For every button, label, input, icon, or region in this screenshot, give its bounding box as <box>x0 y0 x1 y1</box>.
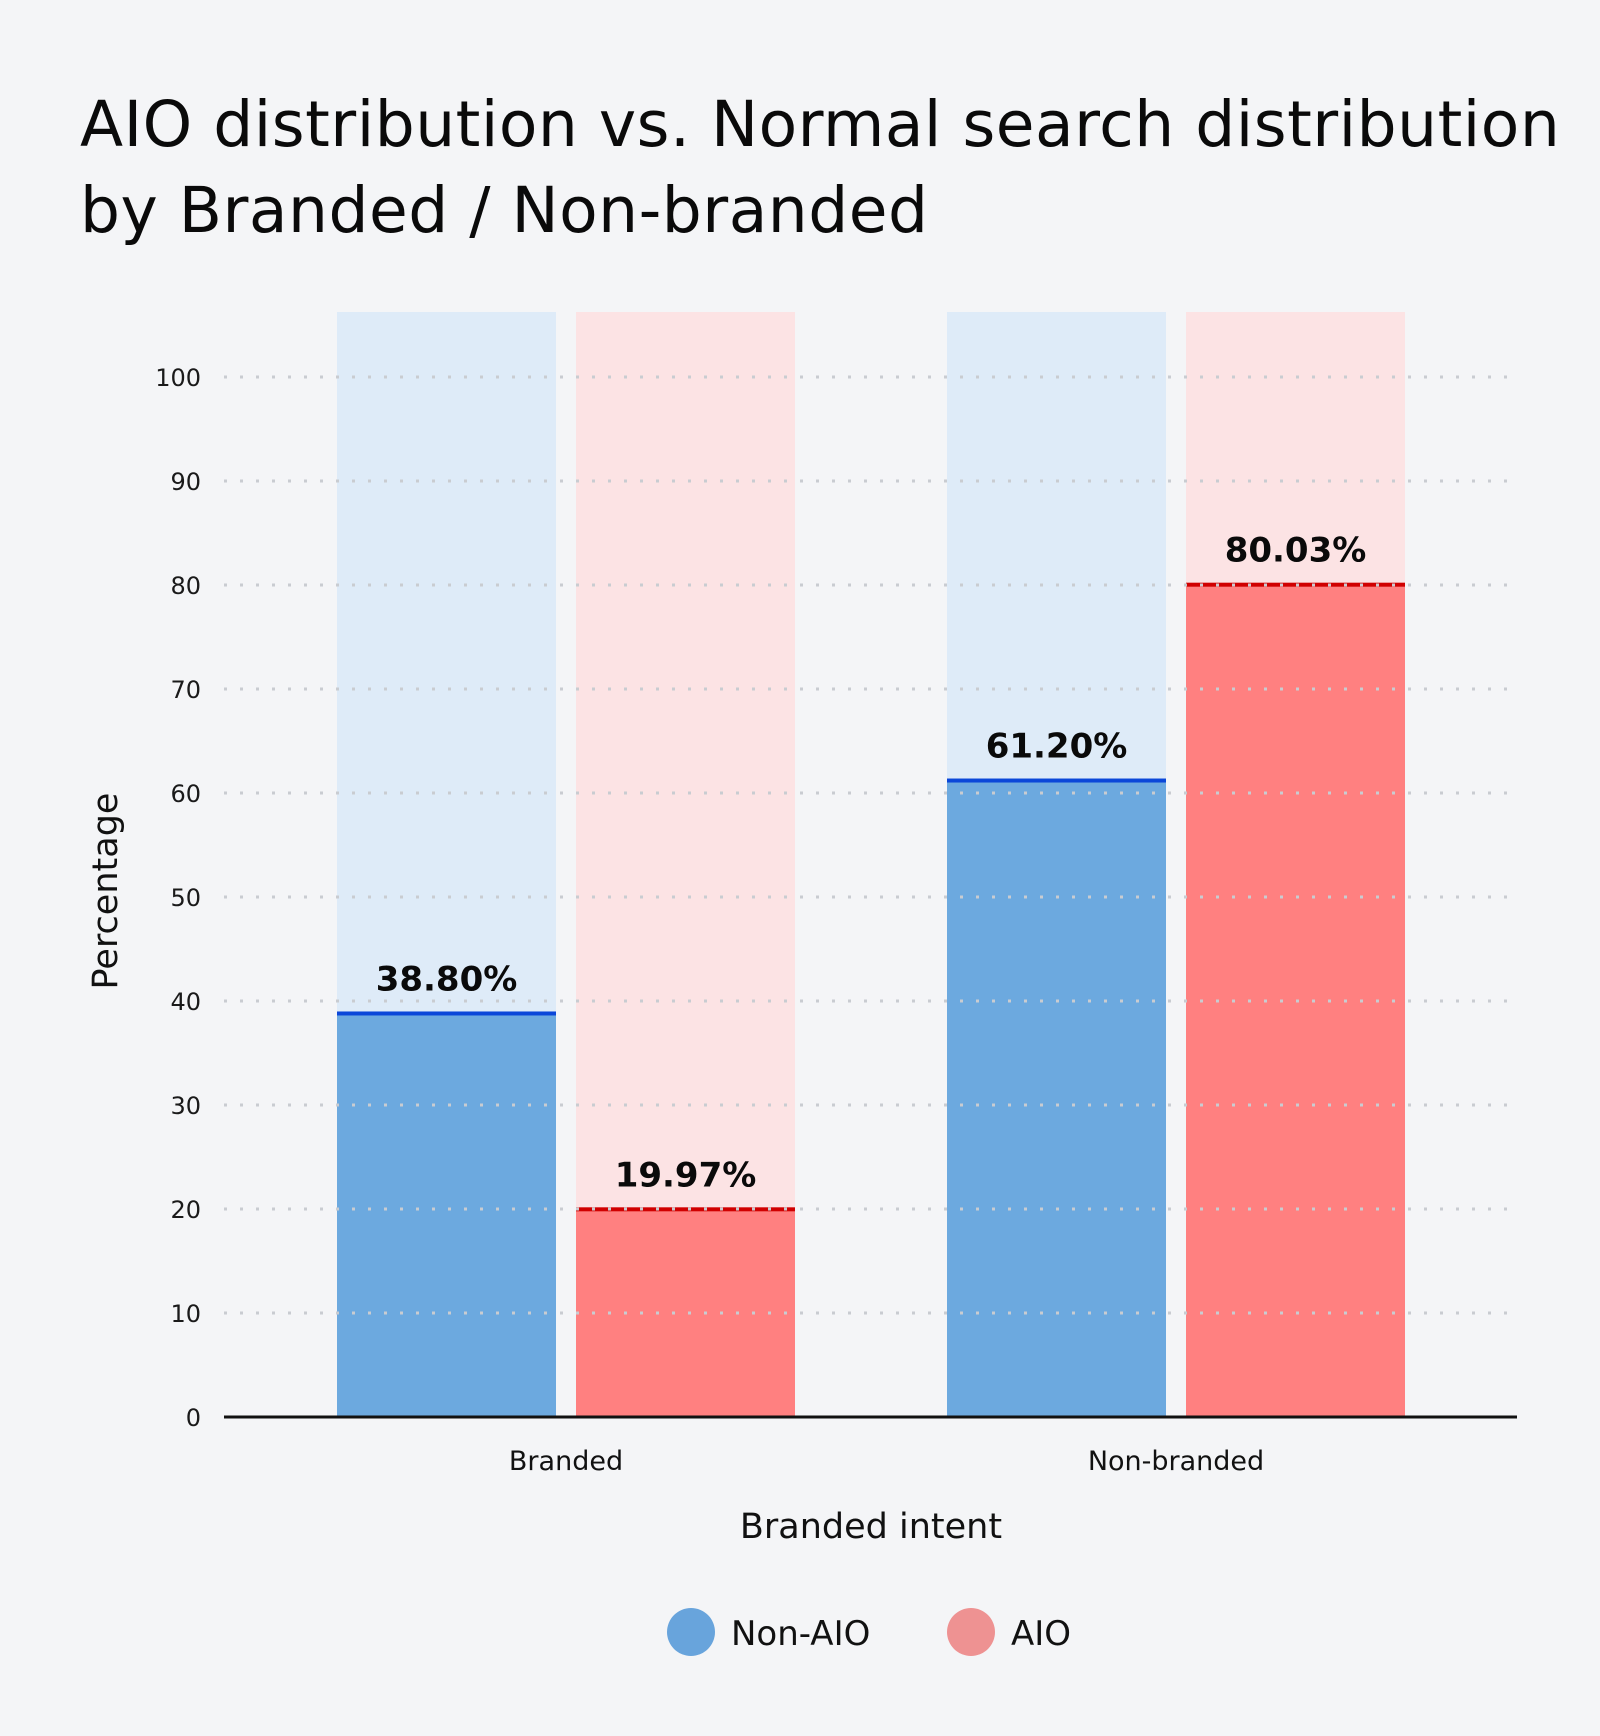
bar-non-aio-non-branded <box>947 780 1166 1417</box>
legend-swatch-non-aio <box>667 1608 715 1656</box>
chart-title: AIO distribution vs. Normal search distr… <box>80 88 1561 247</box>
y-tick-label: 10 <box>170 1300 201 1328</box>
x-tick-label-non-branded: Non-branded <box>1088 1446 1264 1477</box>
y-tick-label: 30 <box>170 1092 201 1120</box>
bar-top-line-aio-branded <box>576 1207 795 1212</box>
x-tick-label-branded: Branded <box>509 1446 623 1477</box>
x-axis-label: Branded intent <box>740 1507 1002 1547</box>
legend: Non-AIO AIO <box>667 1608 1071 1656</box>
bar-aio-branded <box>576 1209 795 1417</box>
y-tick-label: 70 <box>170 676 201 704</box>
y-tick-label: 50 <box>170 884 201 912</box>
value-label-aio-branded: 19.97% <box>615 1155 757 1195</box>
y-tick-label: 100 <box>155 364 201 392</box>
y-tick-label: 90 <box>170 468 201 496</box>
y-tick-label: 20 <box>170 1196 201 1224</box>
value-label-non-aio-non-branded: 61.20% <box>986 727 1128 767</box>
legend-label-non-aio: Non-AIO <box>731 1614 870 1654</box>
y-tick-label: 0 <box>186 1404 201 1432</box>
legend-swatch-aio <box>947 1608 995 1656</box>
bar-top-line-aio-non-branded <box>1186 582 1405 587</box>
bar-top-line-non-aio-branded <box>337 1011 556 1016</box>
y-axis-label: Percentage <box>86 793 126 990</box>
bar-top-line-non-aio-non-branded <box>947 778 1166 783</box>
value-label-aio-non-branded: 80.03% <box>1225 531 1367 571</box>
bar-non-aio-branded <box>337 1013 556 1417</box>
y-tick-label: 40 <box>170 988 201 1016</box>
value-label-non-aio-branded: 38.80% <box>376 959 518 999</box>
y-tick-label: 60 <box>170 780 201 808</box>
legend-label-aio: AIO <box>1011 1614 1071 1654</box>
y-tick-label: 80 <box>170 572 201 600</box>
bar-aio-non-branded <box>1186 584 1405 1417</box>
